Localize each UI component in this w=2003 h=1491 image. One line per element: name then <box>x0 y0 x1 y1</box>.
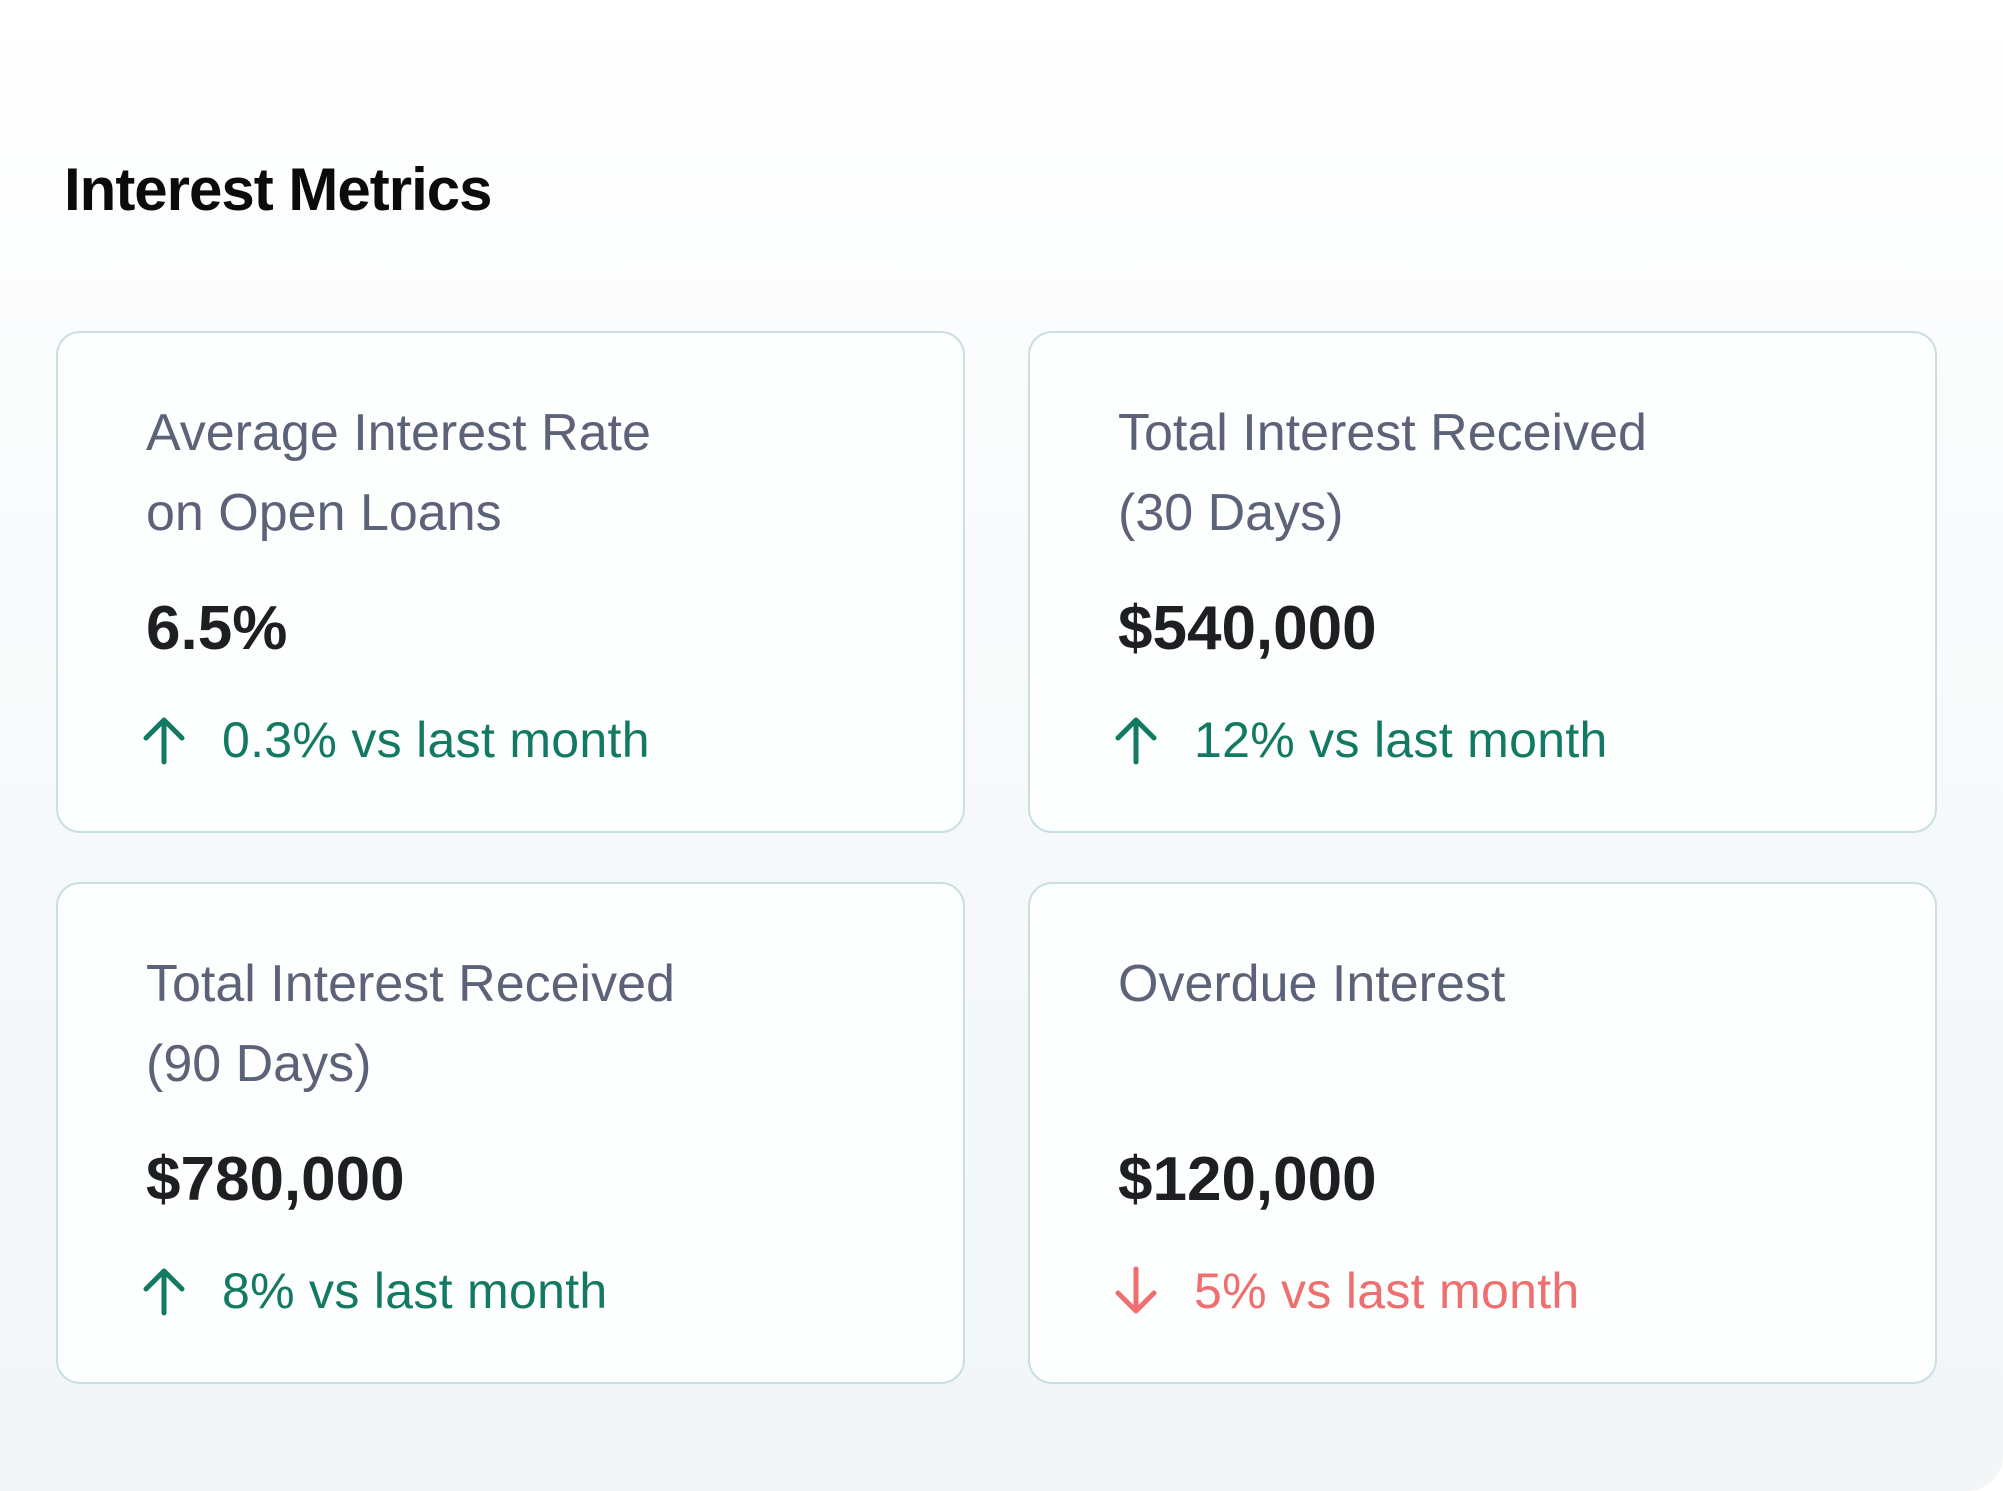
arrow-up-icon <box>1106 710 1166 770</box>
page-title: Interest Metrics <box>64 156 492 223</box>
arrow-down-icon <box>1106 1261 1166 1321</box>
metric-card-interest-received-30-days: Total Interest Received (30 Days) $540,0… <box>1028 331 1937 833</box>
arrow-up-icon <box>134 710 194 770</box>
metric-trend: 0.3% vs last month <box>134 705 963 775</box>
metric-label: Overdue Interest <box>1118 955 1506 1013</box>
metric-trend: 5% vs last month <box>1106 1256 1935 1326</box>
trend-text: 8% vs last month <box>222 1263 608 1319</box>
metric-label: Total Interest Received (90 Days) <box>146 955 675 1093</box>
metric-value: $120,000 <box>1118 1145 1377 1214</box>
metric-label: Total Interest Received (30 Days) <box>1118 404 1647 542</box>
metric-value: 6.5% <box>146 594 288 663</box>
metric-value: $540,000 <box>1118 594 1377 663</box>
trend-text: 5% vs last month <box>1194 1263 1580 1319</box>
arrow-up-icon <box>134 1261 194 1321</box>
metric-card-overdue-interest: Overdue Interest $120,000 5% vs last mon… <box>1028 882 1937 1384</box>
metric-card-interest-received-90-days: Total Interest Received (90 Days) $780,0… <box>56 882 965 1384</box>
metric-value: $780,000 <box>146 1145 405 1214</box>
metric-label: Average Interest Rate on Open Loans <box>146 404 651 542</box>
metrics-grid: Average Interest Rate on Open Loans 6.5%… <box>56 331 1938 1384</box>
trend-text: 12% vs last month <box>1194 712 1608 768</box>
metric-trend: 12% vs last month <box>1106 705 1935 775</box>
metric-trend: 8% vs last month <box>134 1256 963 1326</box>
trend-text: 0.3% vs last month <box>222 712 650 768</box>
metric-card-average-interest-rate: Average Interest Rate on Open Loans 6.5%… <box>56 331 965 833</box>
